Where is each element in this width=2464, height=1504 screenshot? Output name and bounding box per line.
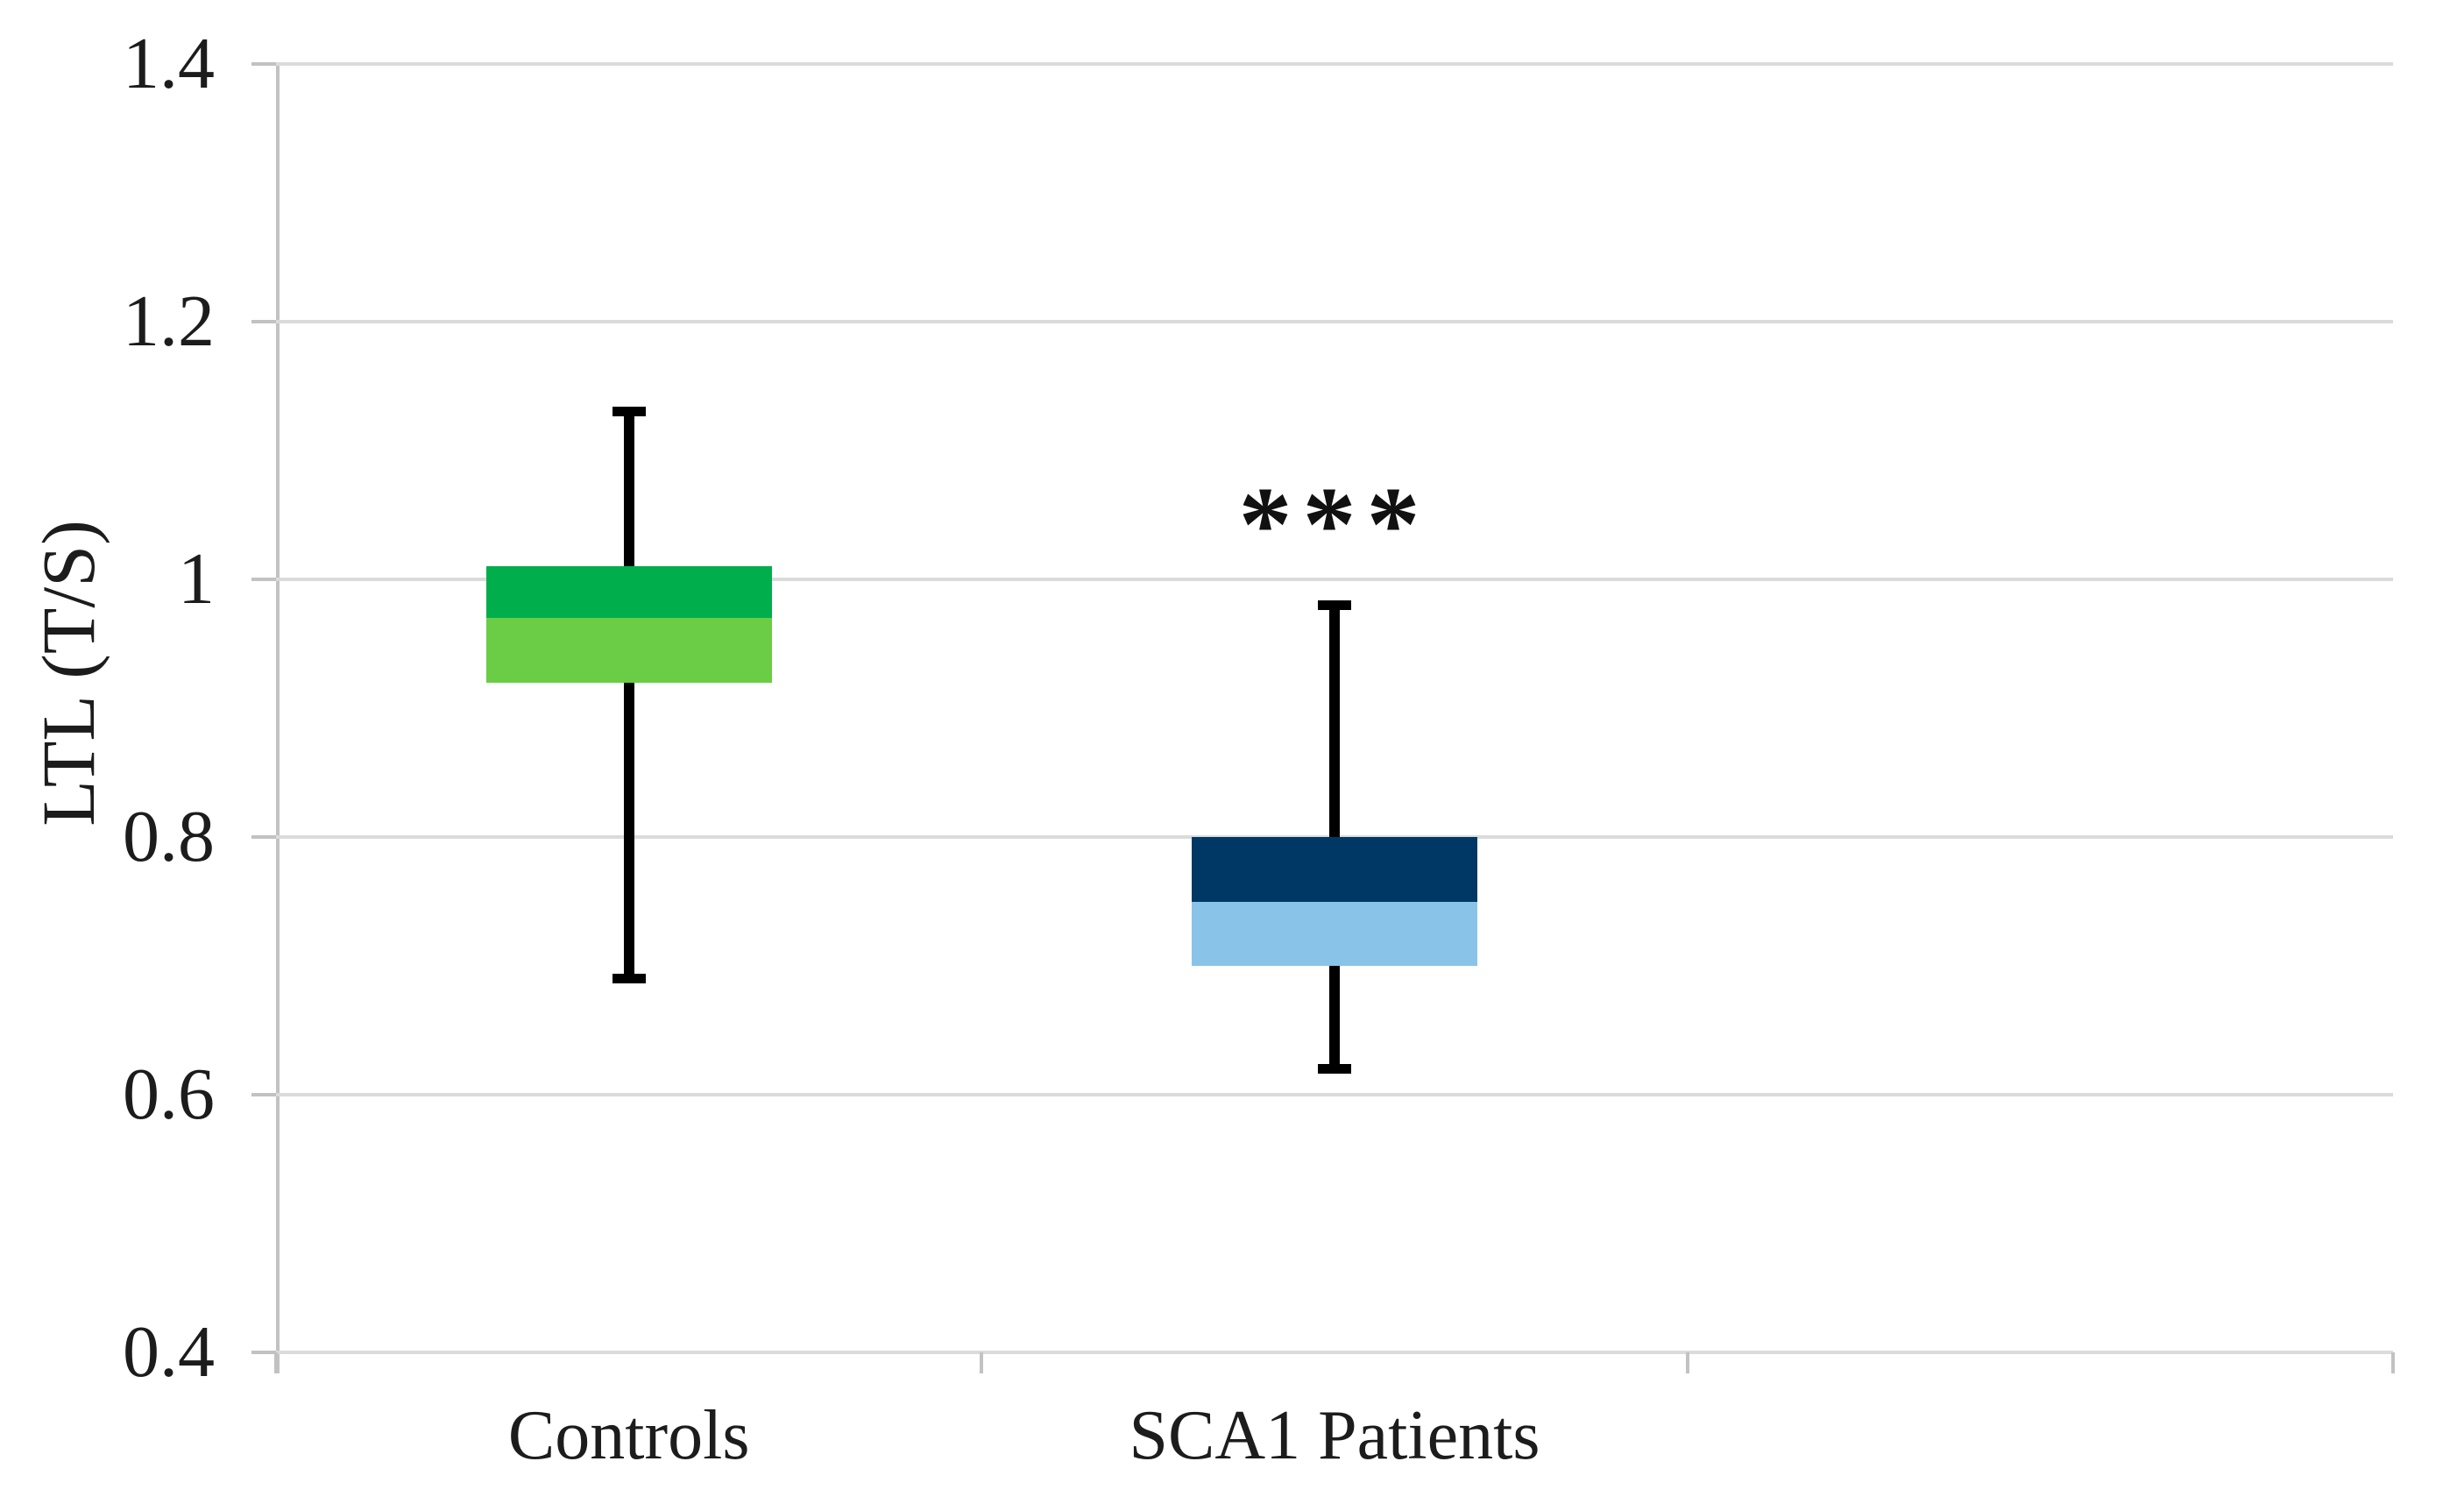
y-tick-mark-1.2 xyxy=(251,320,276,323)
x-category-label-controls: Controls xyxy=(507,1397,750,1474)
y-tick-mark-0.6 xyxy=(251,1093,276,1096)
lower-whisker-cap-controls xyxy=(612,974,646,984)
x-axis-boundary-tick xyxy=(980,1352,984,1373)
lower-whisker-controls xyxy=(623,682,634,979)
y-tick-mark-1 xyxy=(251,578,276,581)
gridline-1.2 xyxy=(276,320,2393,323)
upper-whisker-cap-sca1-patients xyxy=(1318,599,1351,610)
box-lower-sca1-patients xyxy=(1192,901,1477,966)
y-tick-label: 1 xyxy=(178,538,215,620)
lower-whisker-sca1-patients xyxy=(1329,966,1340,1069)
plot-area xyxy=(251,62,2395,1373)
significance-annotation-sca1-patients: *** xyxy=(1238,465,1431,585)
y-tick-label: 1.2 xyxy=(123,280,215,362)
y-tick-mark-0.4 xyxy=(251,1351,276,1354)
x-category-label-sca1-patients: SCA1 Patients xyxy=(1129,1397,1540,1474)
gridline-1.4 xyxy=(276,62,2393,66)
box-upper-controls xyxy=(485,566,772,619)
y-tick-label: 0.8 xyxy=(123,796,215,877)
gridline-0.4 xyxy=(276,1351,2393,1354)
upper-whisker-sca1-patients xyxy=(1329,605,1340,837)
gridline-1 xyxy=(276,578,2393,581)
y-tick-label: 1.4 xyxy=(123,23,215,104)
y-tick-label: 0.6 xyxy=(123,1054,215,1135)
upper-whisker-controls xyxy=(623,411,634,567)
upper-whisker-cap-controls xyxy=(612,407,646,417)
x-axis-boundary-tick xyxy=(274,1352,278,1373)
gridline-0.6 xyxy=(276,1093,2393,1096)
y-tick-mark-0.8 xyxy=(251,835,276,839)
lower-whisker-cap-sca1-patients xyxy=(1318,1064,1351,1075)
x-axis-boundary-tick xyxy=(1685,1352,1689,1373)
box-upper-sca1-patients xyxy=(1192,837,1477,902)
y-tick-label: 0.4 xyxy=(123,1311,215,1393)
y-tick-mark-1.4 xyxy=(251,62,276,66)
box-lower-controls xyxy=(485,618,772,683)
y-axis-line xyxy=(276,64,280,1373)
x-axis-boundary-tick xyxy=(2391,1352,2395,1373)
